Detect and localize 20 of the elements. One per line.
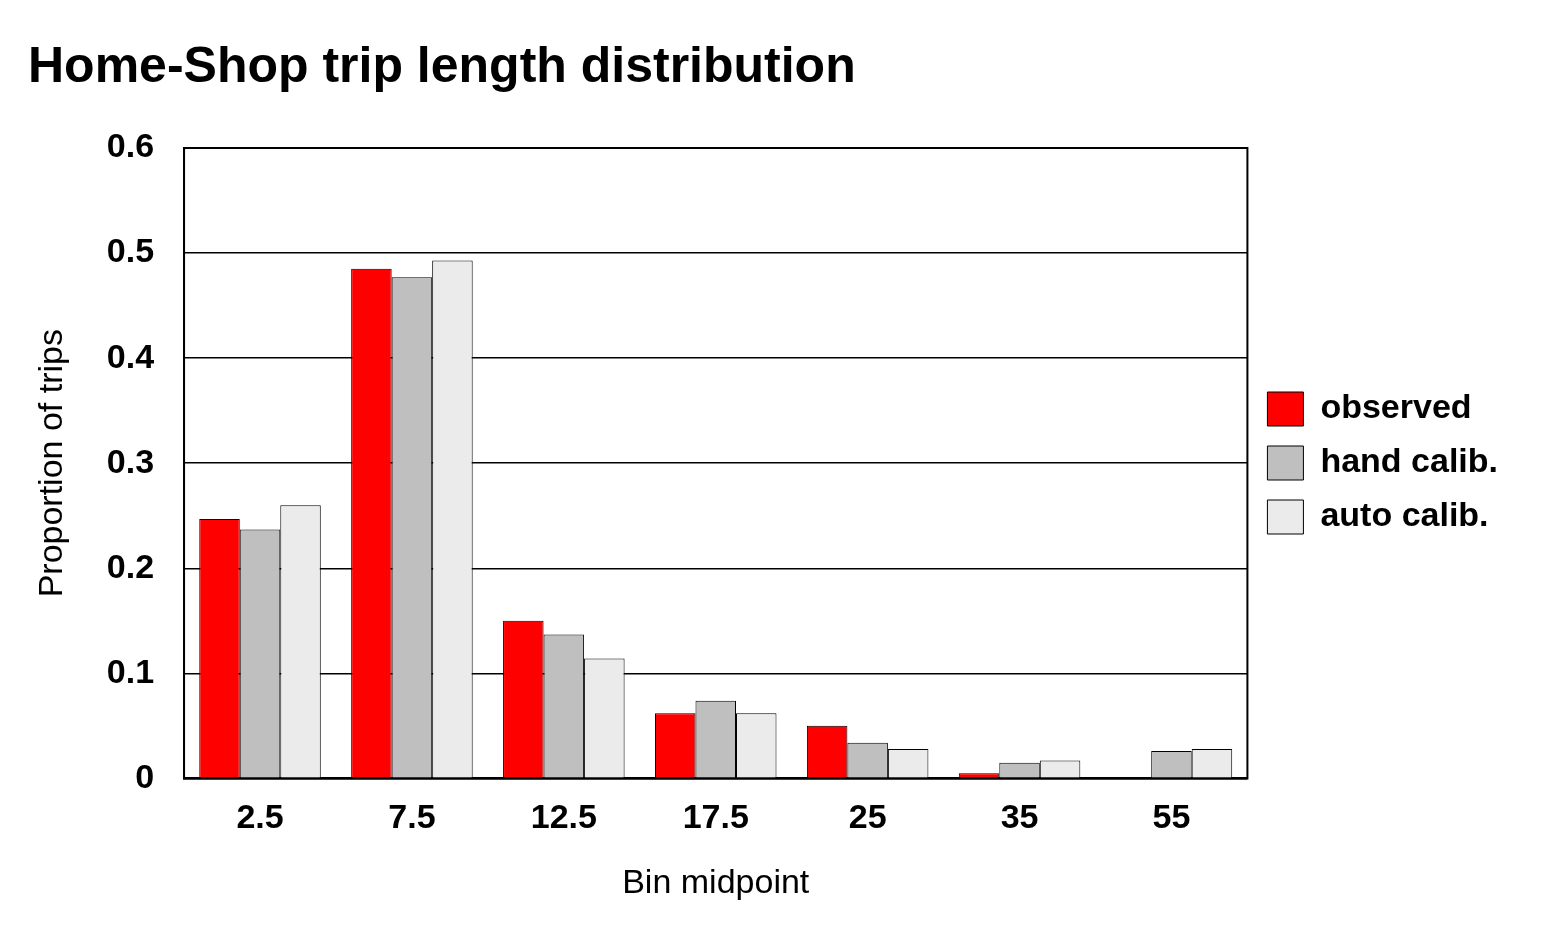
legend-label: hand calib. bbox=[1320, 441, 1499, 480]
x-tick-label: 12.5 bbox=[530, 797, 597, 836]
y-tick-label: 0.5 bbox=[106, 231, 155, 270]
y-tick-label: 0.3 bbox=[106, 441, 155, 480]
x-tick-label: 25 bbox=[848, 797, 887, 836]
y-axis-title: Proportion of trips bbox=[30, 329, 69, 598]
x-axis-title: Bin midpoint bbox=[622, 861, 810, 900]
legend-label: observed bbox=[1320, 387, 1472, 426]
y-tick-label: 0.1 bbox=[106, 651, 155, 690]
y-tick-label: 0 bbox=[135, 756, 155, 795]
y-tick-label: 0.2 bbox=[106, 546, 155, 585]
x-tick-label: 2.5 bbox=[236, 797, 284, 836]
x-tick-label: 17.5 bbox=[682, 797, 749, 836]
x-tick-label: 35 bbox=[1000, 797, 1039, 836]
x-tick-label: 7.5 bbox=[388, 797, 436, 836]
x-tick-label: 55 bbox=[1152, 797, 1191, 836]
legend-label: auto calib. bbox=[1320, 495, 1489, 534]
y-tick-label: 0.4 bbox=[106, 336, 155, 375]
chart-title: Home-Shop trip length distribution bbox=[28, 36, 856, 93]
y-tick-label: 0.6 bbox=[106, 126, 155, 165]
